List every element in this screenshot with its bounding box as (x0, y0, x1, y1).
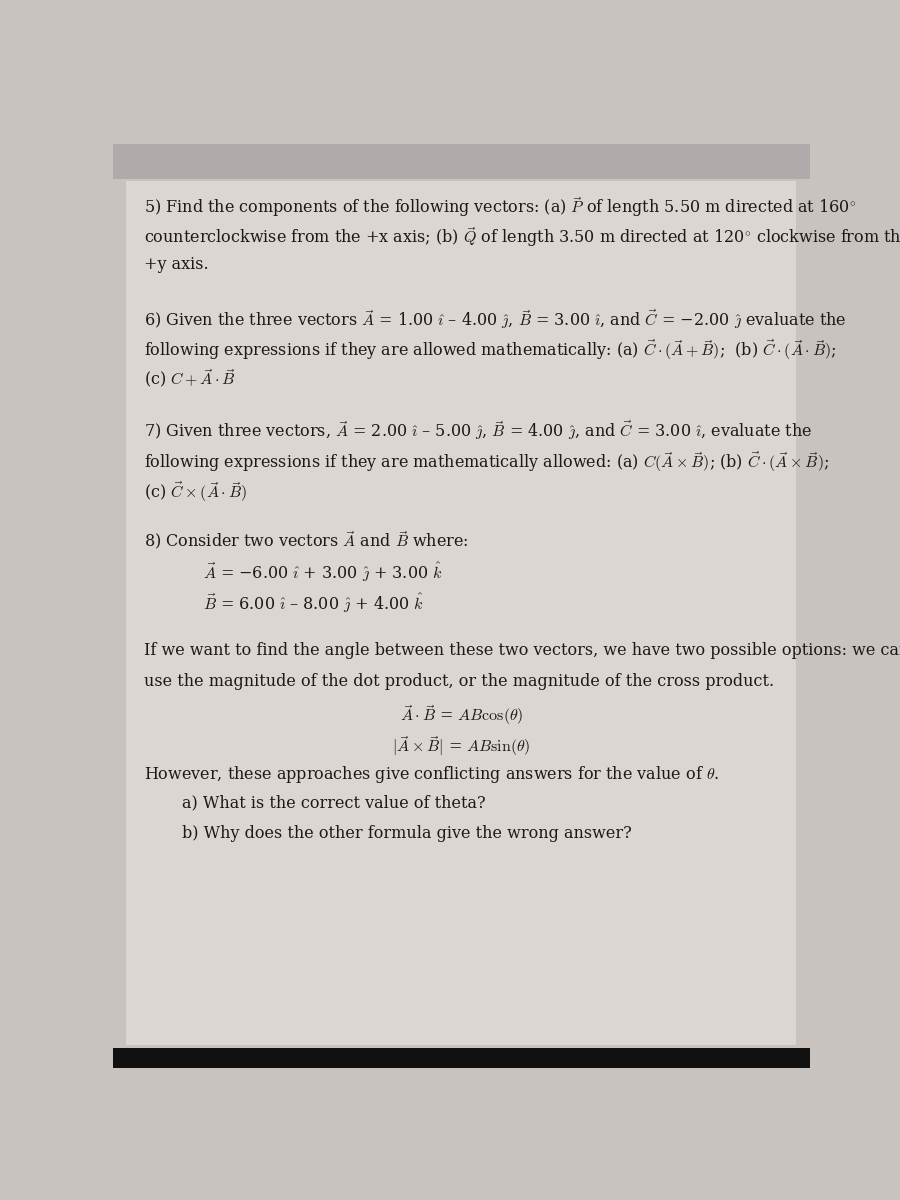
Text: $\vec{A}$ = −6.00 $\hat{\imath}$ + 3.00 $\hat{\jmath}$ + 3.00 $\hat{k}$: $\vec{A}$ = −6.00 $\hat{\imath}$ + 3.00 … (203, 560, 443, 584)
Text: 8) Consider two vectors $\vec{A}$ and $\vec{B}$ where:: 8) Consider two vectors $\vec{A}$ and $\… (144, 530, 468, 552)
Text: However, these approaches give conflicting answers for the value of $\theta$.: However, these approaches give conflicti… (144, 764, 719, 785)
FancyBboxPatch shape (112, 1048, 810, 1068)
FancyBboxPatch shape (126, 181, 796, 1045)
Text: 7) Given three vectors, $\vec{A}$ = 2.00 $\hat{\imath}$ – 5.00 $\hat{\jmath}$, $: 7) Given three vectors, $\vec{A}$ = 2.00… (144, 419, 812, 443)
Text: b) Why does the other formula give the wrong answer?: b) Why does the other formula give the w… (182, 824, 632, 842)
Text: 5) Find the components of the following vectors: (a) $\vec{P}$ of length 5.50 m : 5) Find the components of the following … (144, 194, 857, 218)
Text: use the magnitude of the dot product, or the magnitude of the cross product.: use the magnitude of the dot product, or… (144, 672, 774, 690)
Text: following expressions if they are mathematically allowed: (a) $C(\vec{A}\times\v: following expressions if they are mathem… (144, 449, 829, 474)
Text: +y axis.: +y axis. (144, 256, 209, 272)
Text: $\vec{B}$ = 6.00 $\hat{\imath}$ – 8.00 $\hat{\jmath}$ + 4.00 $\hat{k}$: $\vec{B}$ = 6.00 $\hat{\imath}$ – 8.00 $… (203, 592, 424, 614)
Text: following expressions if they are allowed mathematically: (a) $\vec{C}\cdot(\vec: following expressions if they are allowe… (144, 337, 836, 362)
FancyBboxPatch shape (112, 144, 810, 179)
Text: $|\vec{A}\times\vec{B}|$ = $AB\sin(\theta)$: $|\vec{A}\times\vec{B}|$ = $AB\sin(\thet… (392, 733, 530, 757)
Text: a) What is the correct value of theta?: a) What is the correct value of theta? (182, 794, 486, 811)
Text: (c) $\vec{C}\times(\vec{A}\cdot\vec{B})$: (c) $\vec{C}\times(\vec{A}\cdot\vec{B})$ (144, 480, 247, 504)
Text: counterclockwise from the +x axis; (b) $\vec{Q}$ of length 3.50 m directed at 12: counterclockwise from the +x axis; (b) $… (144, 226, 900, 250)
Text: 6) Given the three vectors $\vec{A}$ = 1.00 $\hat{\imath}$ – 4.00 $\hat{\jmath}$: 6) Given the three vectors $\vec{A}$ = 1… (144, 307, 847, 331)
Text: $\vec{A}\cdot\vec{B}$ = $AB\cos(\theta)$: $\vec{A}\cdot\vec{B}$ = $AB\cos(\theta)$ (400, 703, 523, 727)
Text: If we want to find the angle between these two vectors, we have two possible opt: If we want to find the angle between the… (144, 642, 900, 659)
Text: (c) $C + \vec{A}\cdot\vec{B}$: (c) $C + \vec{A}\cdot\vec{B}$ (144, 367, 236, 390)
